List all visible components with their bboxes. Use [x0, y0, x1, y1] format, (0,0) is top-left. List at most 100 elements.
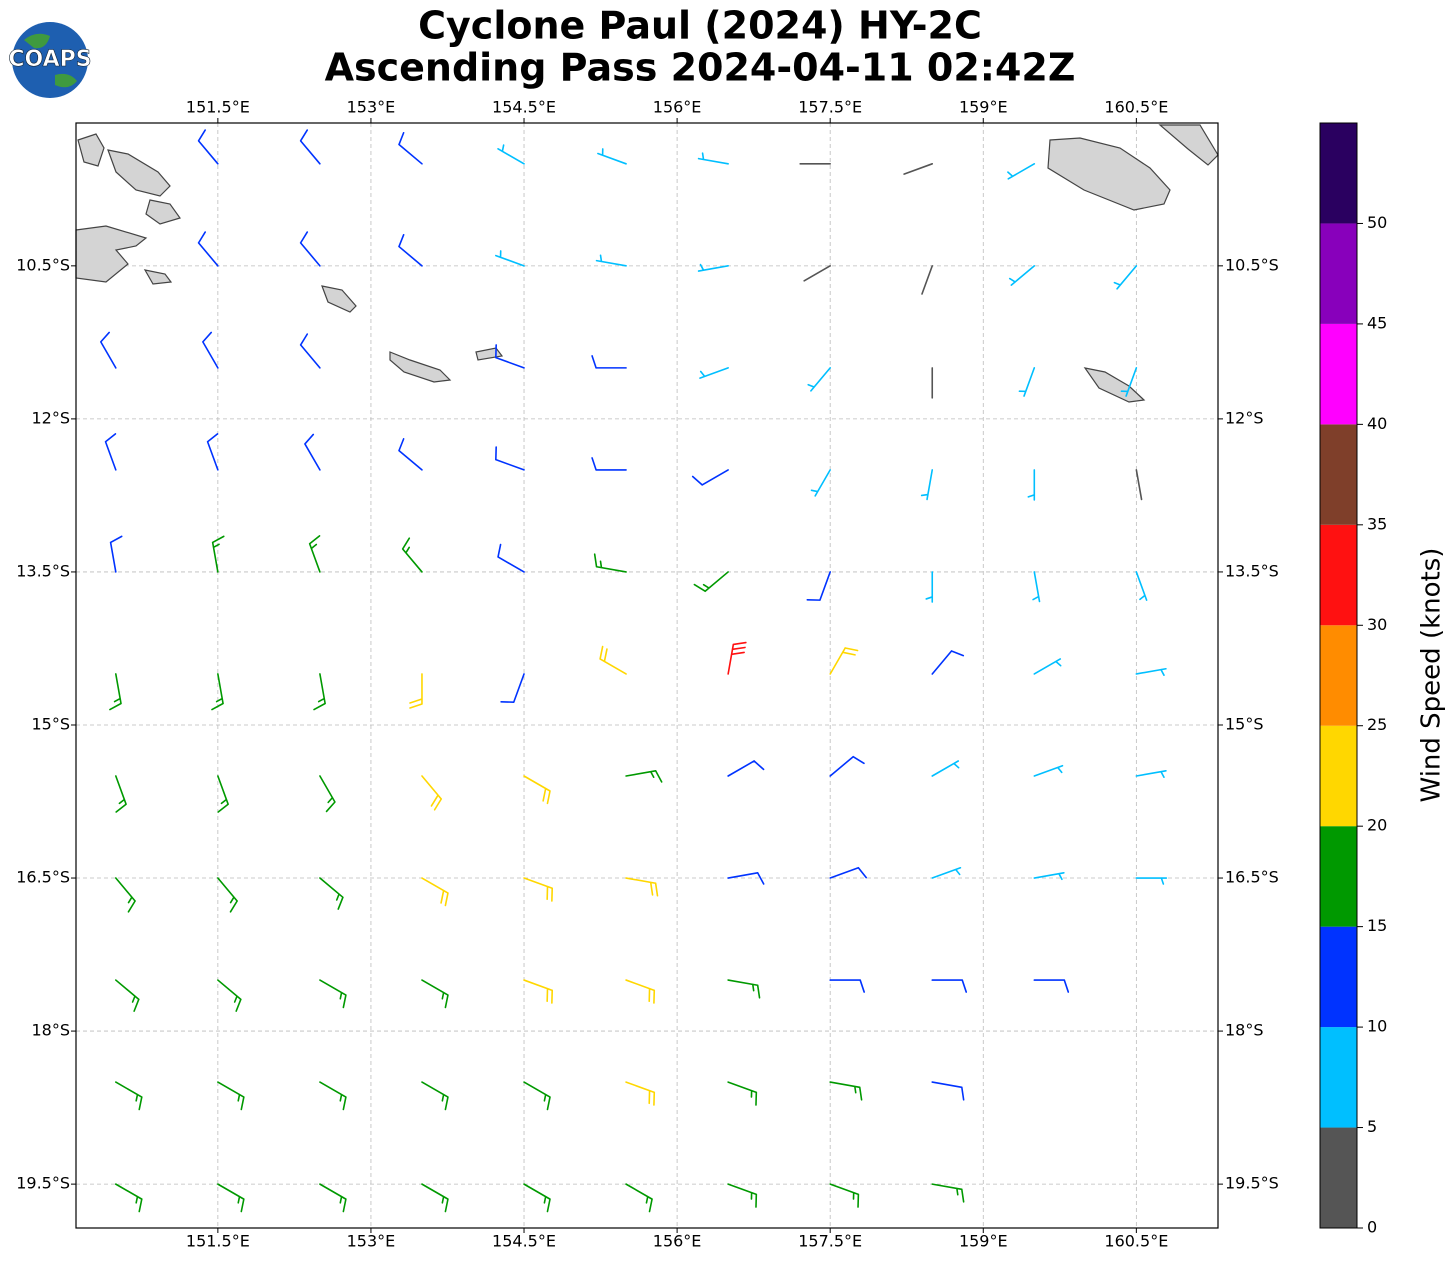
- x-tick-label: 153°E: [347, 98, 396, 117]
- wind-barb: [625, 1081, 656, 1106]
- wind-barb: [931, 760, 960, 777]
- y-tick-label: 12°S: [1225, 408, 1264, 427]
- wind-barb: [599, 645, 627, 675]
- colorbar-segment: [1320, 524, 1357, 626]
- wind-barb: [217, 1183, 245, 1213]
- x-tick-label: 154.5°E: [492, 98, 556, 117]
- wind-barb: [398, 131, 423, 165]
- wind-barb: [1135, 571, 1148, 601]
- colorbar-tick-label: 30: [1367, 615, 1387, 634]
- wind-barb: [806, 571, 831, 601]
- wind-barb: [1018, 367, 1036, 397]
- wind-barb: [591, 355, 627, 369]
- x-tick-label: 156°E: [653, 1232, 702, 1251]
- wind-barb: [1008, 265, 1036, 286]
- wind-barb: [304, 433, 321, 471]
- wind-barb: [921, 265, 934, 295]
- wind-barb: [931, 866, 962, 879]
- wind-barb: [421, 775, 443, 811]
- wind-barb: [931, 1183, 965, 1203]
- wind-barb: [319, 979, 347, 1009]
- wind-barb: [202, 331, 219, 369]
- colorbar-tick-label: 25: [1367, 715, 1387, 734]
- island: [1158, 124, 1219, 166]
- x-tick-label: 159°E: [959, 98, 1008, 117]
- island: [75, 225, 148, 283]
- colorbar-tick-label: 0: [1367, 1218, 1377, 1237]
- colorbar-segment: [1320, 725, 1357, 827]
- wind-barb: [421, 979, 449, 1009]
- map-frame: [75, 122, 1219, 1229]
- island: [143, 269, 173, 285]
- wind-barb: [625, 1183, 653, 1213]
- y-tick-label: 13.5°S: [16, 561, 70, 580]
- wind-barb: [697, 263, 729, 272]
- wind-barb: [523, 979, 554, 1004]
- wind-barb: [931, 1081, 965, 1101]
- wind-barb: [421, 1183, 449, 1213]
- wind-barb: [115, 979, 140, 1012]
- grid-layer: [76, 123, 1218, 1228]
- wind-barb: [691, 469, 729, 486]
- wind-barb: [1027, 469, 1036, 501]
- wind-barb: [401, 537, 423, 573]
- colorbar-frame: [1319, 122, 1358, 1229]
- x-tick-label: 160.5°E: [1104, 98, 1168, 117]
- colorbar-segment: [1320, 123, 1357, 224]
- island: [145, 199, 181, 225]
- wind-barb: [495, 446, 525, 471]
- y-tick-label: 18°S: [31, 1021, 70, 1040]
- colorbar-segment: [1320, 926, 1357, 1028]
- wind-barb: [829, 1183, 860, 1208]
- x-tick-label: 157.5°E: [798, 1232, 862, 1251]
- island: [1047, 137, 1171, 211]
- colorbar-tick-label: 35: [1367, 514, 1387, 533]
- wind-barb: [211, 673, 224, 711]
- wind-barb: [810, 469, 831, 497]
- wind-barb: [109, 535, 123, 573]
- wind-barb: [197, 129, 219, 165]
- wind-barb: [625, 877, 659, 897]
- wind-barb: [104, 433, 117, 471]
- y-tick-label: 10.5°S: [1225, 255, 1279, 274]
- colorbar-segment: [1320, 323, 1357, 425]
- wind-barb: [421, 877, 449, 907]
- wind-barb: [693, 571, 729, 593]
- wind-barb: [217, 979, 242, 1012]
- wind-barb: [829, 979, 865, 993]
- wind-barb: [319, 1183, 347, 1213]
- x-tick-label: 151.5°E: [186, 1232, 250, 1251]
- wind-barb: [807, 367, 831, 392]
- y-tick-label: 15°S: [31, 714, 70, 733]
- island: [77, 133, 105, 167]
- wind-barb: [398, 438, 423, 471]
- wind-barb: [1033, 764, 1064, 777]
- wind-barb: [593, 553, 627, 573]
- wind-barb: [319, 775, 336, 813]
- x-tick-label: 160.5°E: [1104, 1232, 1168, 1251]
- colorbar: 0 5 10 15 20 25 30 35 40 45 50 Wind Speed (knots): [1319, 122, 1447, 1237]
- title-line: Ascending Pass 2024-04-11 02:42Z: [325, 46, 1076, 90]
- wind-barb: [625, 769, 663, 783]
- colorbar-segment: [1320, 1127, 1357, 1228]
- wind-barb: [925, 571, 934, 603]
- barb-layer: [100, 129, 1168, 1213]
- y-tick-label: 10.5°S: [16, 255, 70, 274]
- wind-barb: [299, 129, 321, 165]
- wind-barb: [497, 144, 525, 165]
- wind-barb: [903, 163, 934, 175]
- wind-barb: [1113, 265, 1138, 290]
- wind-barb: [1033, 872, 1065, 881]
- wind-barb: [727, 872, 765, 885]
- colorbar-segment: [1320, 1027, 1357, 1128]
- axis-layer: 151.5°E 151.5°E 153°E 153°E 154.5°E 154.5°E 15…: [16, 98, 1279, 1251]
- island: [107, 149, 171, 197]
- wind-barb: [497, 543, 525, 573]
- land-layer: [75, 124, 1219, 403]
- wind-barb: [803, 265, 831, 282]
- wind-barb: [398, 233, 423, 267]
- wind-barb: [1032, 571, 1041, 603]
- wind-barb: [829, 755, 865, 777]
- wind-barb: [495, 250, 525, 267]
- x-tick-label: 157.5°E: [798, 98, 862, 117]
